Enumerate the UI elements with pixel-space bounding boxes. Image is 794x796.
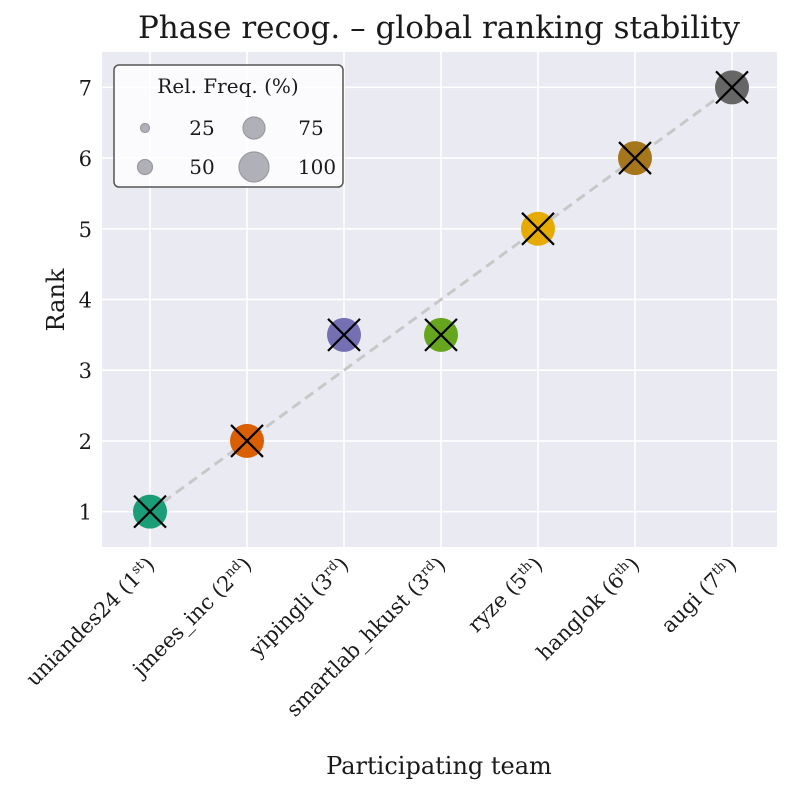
y-tick-label: 2	[79, 430, 92, 454]
legend-label-100: 100	[298, 155, 336, 179]
y-tick-label: 6	[79, 147, 92, 171]
y-tick-label: 4	[79, 289, 92, 313]
x-tick-label-yipingli: yipingli (3rd)	[244, 553, 354, 663]
x-tick-labels: uniandes24 (1st)jmees_inc (2nd)yipingli …	[21, 553, 741, 722]
x-marker-smartlab_hkust	[424, 318, 458, 352]
legend-box	[113, 64, 344, 188]
data-points	[133, 70, 749, 529]
x-tick-label-hanglok: hanglok (6th)	[532, 553, 645, 666]
y-tick-label: 3	[79, 359, 92, 383]
legend-title: Rel. Freq. (%)	[157, 74, 298, 98]
x-axis-label: Participating team	[326, 752, 552, 780]
x-marker-hanglok	[618, 141, 652, 175]
x-marker-uniandes24	[133, 494, 167, 529]
x-marker-ryze	[521, 212, 555, 246]
legend-label-50: 50	[189, 155, 214, 179]
legend-marker-50	[136, 158, 154, 176]
legend-label-75: 75	[298, 116, 323, 140]
x-marker-augi	[715, 70, 749, 105]
x-tick-label-augi: augi (7th)	[657, 553, 742, 638]
legend-marker-25	[139, 122, 151, 134]
y-tick-label: 7	[79, 76, 92, 100]
x-marker-jmees_inc	[230, 424, 264, 458]
chart-title: Phase recog. – global ranking stability	[138, 10, 741, 46]
x-marker-yipingli	[327, 318, 361, 352]
x-tick-label-ryze: ryze (5th)	[463, 553, 547, 637]
y-axis-label: Rank	[42, 268, 70, 331]
y-tick-label: 1	[79, 501, 92, 525]
legend-marker-100	[238, 151, 270, 183]
y-tick-labels: 1 2 3 4 5 6 7	[79, 76, 92, 524]
x-tick-label-smartlab_hkust: smartlab_hkust (3rd)	[282, 553, 451, 722]
legend-label-25: 25	[189, 116, 214, 140]
y-tick-label: 5	[79, 218, 92, 242]
x-tick-label-jmees_inc: jmees_inc (2nd)	[126, 553, 257, 684]
legend: Rel. Freq. (%) 25 50 75 100	[113, 64, 344, 188]
legend-marker-75	[242, 116, 266, 140]
